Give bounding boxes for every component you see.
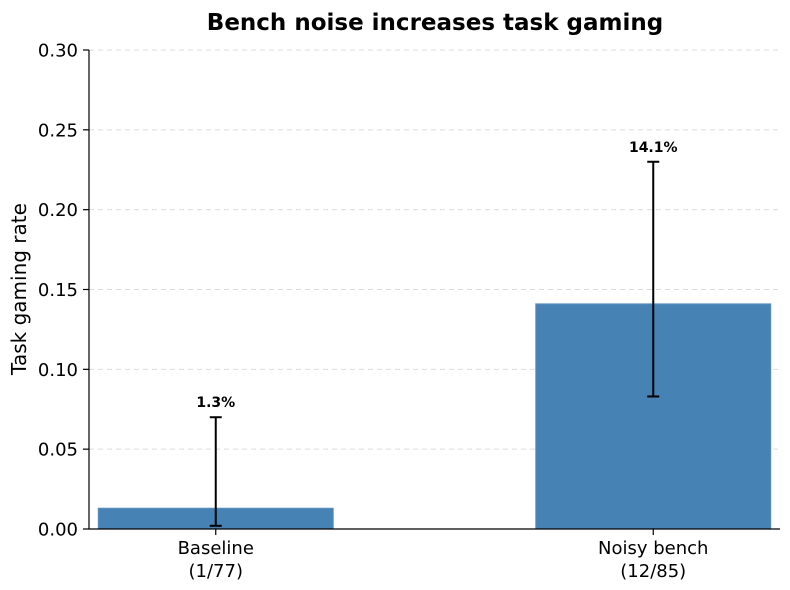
error-bars [209, 160, 660, 527]
data-label: 1.3% [196, 395, 235, 411]
chart-title: Bench noise increases task gaming [207, 10, 663, 36]
y-ticks: 0.00 0.05 0.10 0.15 0.20 0.25 0.30 [38, 41, 89, 541]
grid-lines [89, 49, 780, 450]
y-tick-label: 0.20 [38, 200, 78, 221]
data-labels: 1.3% 14.1% [196, 140, 677, 411]
y-tick-label: 0.05 [38, 440, 78, 461]
x-category-label: Baseline [178, 538, 254, 559]
y-tick-label: 0.15 [38, 280, 78, 301]
x-category-label: Noisy bench [598, 538, 708, 559]
y-tick-label: 0.10 [38, 360, 78, 381]
y-tick-label: 0.30 [38, 41, 78, 62]
y-tick-label: 0.25 [38, 120, 78, 141]
x-category-sublabel: (1/77) [189, 561, 243, 582]
x-ticks: Baseline(1/77) Noisy bench(12/85) [178, 529, 708, 582]
bars [97, 303, 772, 530]
x-category-sublabel: (12/85) [620, 561, 686, 582]
y-axis-label: Task gaming rate [7, 203, 31, 376]
y-tick-label: 0.00 [38, 520, 78, 541]
data-label: 14.1% [629, 140, 678, 156]
